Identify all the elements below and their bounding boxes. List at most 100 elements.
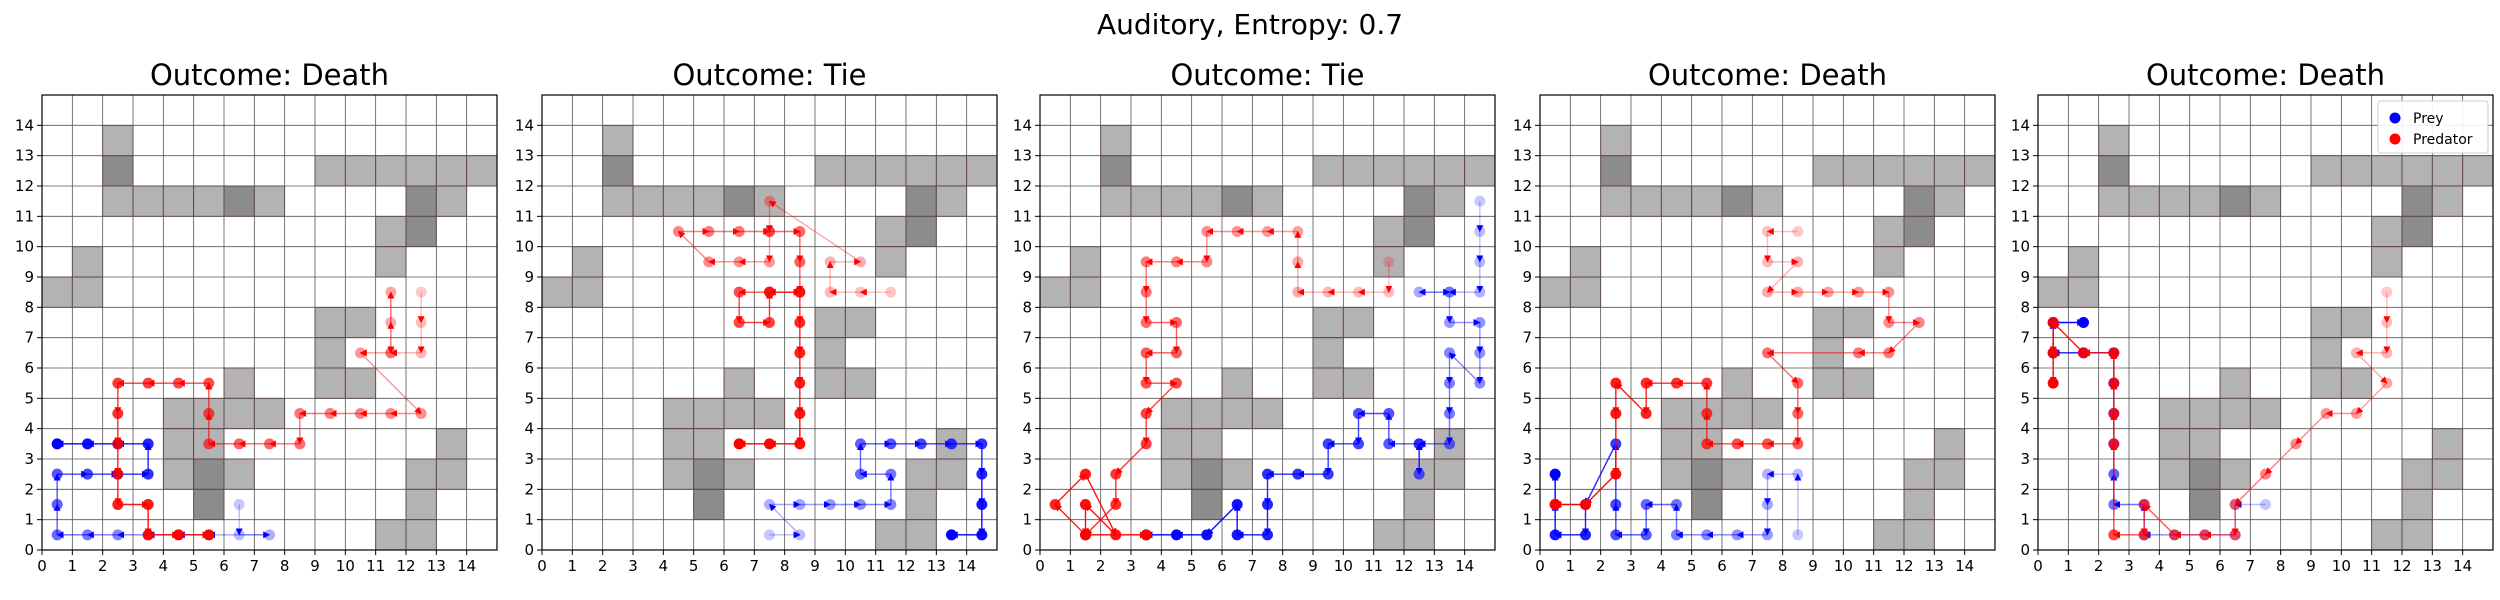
predator-position-marker <box>1853 286 1864 298</box>
obstacle-cell <box>1191 397 1223 430</box>
x-tick-label: 1 <box>568 557 578 575</box>
y-tick-label: 10 <box>1513 238 1532 256</box>
obstacle-cell <box>2340 155 2373 187</box>
obstacle-cell <box>2219 185 2251 217</box>
obstacle-cell <box>1660 397 1693 430</box>
axes-frame <box>41 94 498 551</box>
x-tick-label: 14 <box>1955 557 1974 575</box>
trajectory-step <box>2295 413 2327 445</box>
prey-position-marker <box>794 499 806 510</box>
predator-position-marker <box>855 256 866 268</box>
trajectory-step <box>1145 382 1177 414</box>
obstacle-cell <box>2098 124 2130 157</box>
obstacle-cell <box>435 185 468 217</box>
x-tick-label: 12 <box>1394 557 1413 575</box>
x-tick-label: 3 <box>1126 557 1136 575</box>
y-tick-label: 9 <box>524 268 534 286</box>
obstacle-cell <box>1751 185 1784 217</box>
prey-position-marker <box>1444 286 1455 298</box>
obstacle-cell <box>2371 215 2403 248</box>
obstacle-cell <box>1312 306 1344 339</box>
x-tick-label: 0 <box>537 557 547 575</box>
obstacle-cell <box>1903 185 1935 217</box>
y-tick-label: 8 <box>1022 298 1032 316</box>
trajectory-step <box>2143 504 2175 536</box>
obstacle-cell <box>223 185 255 217</box>
x-tick-label: 5 <box>1187 557 1197 575</box>
obstacle-cell <box>223 458 255 490</box>
obstacle-cell <box>162 185 195 217</box>
y-tick-label: 13 <box>515 147 534 165</box>
prey-position-marker <box>264 529 275 541</box>
obstacle-cell <box>1600 155 1632 187</box>
y-tick-label: 5 <box>524 389 534 407</box>
trajectory-step <box>2265 443 2297 475</box>
obstacle-cell <box>602 185 634 217</box>
predator-position-marker <box>203 529 215 541</box>
obstacle-cell <box>1600 124 1632 157</box>
predator-position-marker <box>2381 377 2393 389</box>
obstacle-cell <box>693 397 725 430</box>
obstacle-cell <box>405 155 437 187</box>
y-tick-label: 4 <box>524 420 534 438</box>
legend-marker <box>2389 133 2401 145</box>
x-tick-label: 7 <box>1748 557 1758 575</box>
predator-position-marker <box>2351 408 2362 419</box>
predator-position-marker <box>733 438 745 450</box>
x-tick-label: 8 <box>780 557 790 575</box>
prey-position-marker <box>824 499 836 510</box>
obstacle-cell <box>814 155 846 187</box>
x-tick-label: 13 <box>1925 557 1944 575</box>
x-tick-label: 12 <box>2392 557 2411 575</box>
obstacle-cell <box>723 367 755 399</box>
obstacle-cell <box>344 306 377 339</box>
obstacle-cell <box>935 458 968 490</box>
obstacle-cell <box>662 185 695 217</box>
predator-position-marker <box>1792 286 1804 298</box>
obstacle-cell <box>1251 397 1284 430</box>
predator-trajectory <box>1049 226 1395 541</box>
prey-position-marker <box>764 529 775 541</box>
obstacle-cell <box>2340 367 2373 399</box>
prey-position-marker <box>2078 317 2089 328</box>
y-tick-label: 12 <box>15 177 34 195</box>
x-tick-label: 0 <box>1035 557 1045 575</box>
predator-position-marker <box>415 317 427 328</box>
y-tick-label: 8 <box>524 298 534 316</box>
x-tick-label: 13 <box>2423 557 2442 575</box>
y-tick-label: 4 <box>1522 420 1532 438</box>
trajectory-step <box>1085 504 1117 536</box>
predator-position-marker <box>385 347 397 359</box>
predator-position-marker <box>2047 377 2059 389</box>
x-tick-label: 2 <box>2094 557 2104 575</box>
predator-position-marker <box>1792 256 1804 268</box>
prey-position-marker <box>1474 347 1486 359</box>
obstacle-cell <box>1221 397 1253 430</box>
x-tick-label: 12 <box>1894 557 1913 575</box>
obstacle-cell <box>844 367 877 399</box>
obstacle-cell <box>405 488 437 521</box>
y-tick-label: 3 <box>524 450 534 468</box>
x-tick-label: 2 <box>598 557 608 575</box>
obstacle-cell <box>814 337 846 369</box>
x-tick-label: 14 <box>457 557 476 575</box>
obstacle-cell <box>344 367 377 399</box>
obstacle-cell <box>2128 185 2160 217</box>
obstacle-cell <box>571 246 604 278</box>
trajectory-step <box>1615 382 1647 414</box>
x-tick-label: 0 <box>1535 557 1545 575</box>
obstacle-cell <box>71 276 104 308</box>
y-tick-label: 13 <box>1513 147 1532 165</box>
obstacle-cell <box>1842 306 1875 339</box>
predator-position-marker <box>1262 226 1273 237</box>
axes-frame <box>2037 94 2494 551</box>
predator-position-marker <box>385 317 397 328</box>
predator-position-marker <box>764 195 775 207</box>
x-tick-label: 0 <box>37 557 47 575</box>
y-tick-label: 14 <box>2011 116 2030 134</box>
trajectory-step <box>678 231 710 263</box>
obstacle-cell <box>662 397 695 430</box>
obstacle-cell <box>2401 185 2433 217</box>
